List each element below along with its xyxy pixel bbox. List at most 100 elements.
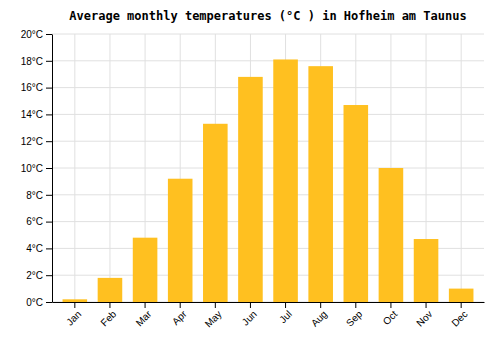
tick-mark — [109, 302, 110, 308]
tick: Jul — [277, 302, 294, 325]
tick-mark — [390, 302, 391, 308]
axis-line — [53, 302, 485, 303]
bars — [63, 59, 474, 302]
tick-label: Feb — [98, 308, 118, 328]
tick-label: 2°C — [26, 270, 43, 281]
grid-line — [74, 34, 75, 302]
tick: 12°C — [21, 136, 52, 147]
grid-line — [52, 114, 484, 115]
tick-mark — [46, 88, 52, 89]
tick: 14°C — [21, 109, 52, 120]
tick: 4°C — [26, 243, 52, 254]
tick-mark — [46, 275, 52, 276]
tick-mark — [215, 302, 216, 308]
tick: May — [203, 302, 224, 330]
tick: 2°C — [26, 270, 52, 281]
grid-line — [52, 141, 484, 142]
bar — [414, 239, 439, 302]
tick: Jun — [240, 302, 259, 328]
tick: 10°C — [21, 163, 52, 174]
tick-label: May — [203, 308, 224, 329]
grid-line — [461, 34, 462, 302]
tick: 20°C — [21, 29, 52, 40]
grid-line — [52, 168, 484, 169]
tick-mark — [461, 302, 462, 308]
tick-mark — [46, 114, 52, 115]
tick-label: Dec — [449, 308, 469, 328]
tick-label: Nov — [414, 308, 434, 328]
tick: Sep — [344, 302, 365, 329]
bar — [98, 278, 123, 302]
tick-mark — [145, 302, 146, 308]
y-axis: 0°C 2°C 4°C 6°C 8°C 10°C 12°C 14°C 16°C 18°C 20°C — [21, 29, 53, 308]
title: Average monthly temperatures (°C ) in Ho… — [69, 9, 466, 23]
tick: 18°C — [21, 56, 52, 67]
tick-label: 16°C — [21, 82, 43, 93]
tick-mark — [74, 302, 75, 308]
tick-label: 6°C — [26, 216, 43, 227]
tick-mark — [46, 141, 52, 142]
x-axis: Jan Feb Mar Apr May Jun Jul Aug Sep Oct Nov Dec — [53, 302, 485, 330]
tick-mark — [46, 302, 52, 303]
grid-line — [109, 34, 110, 302]
chart: 0°C 2°C 4°C 6°C 8°C 10°C 12°C 14°C 16°C 18°C 20°C J… — [0, 0, 500, 350]
tick-label: 20°C — [21, 29, 43, 40]
tick-label: 14°C — [21, 109, 43, 120]
grid-line — [52, 34, 484, 35]
bar — [308, 66, 333, 302]
tick-mark — [320, 302, 321, 308]
grid — [52, 34, 484, 302]
tick-label: 0°C — [26, 297, 43, 308]
tick: 6°C — [26, 216, 52, 227]
bar — [379, 168, 404, 302]
tick-label: Jun — [240, 308, 259, 327]
bar — [344, 105, 369, 302]
tick-label: Oct — [381, 308, 400, 327]
tick-mark — [46, 248, 52, 249]
tick-mark — [180, 302, 181, 308]
tick-label: 10°C — [21, 163, 43, 174]
tick-label: Mar — [134, 308, 154, 328]
bar — [238, 77, 263, 302]
tick-label: Jan — [64, 308, 83, 327]
grid-line — [52, 60, 484, 61]
tick-mark — [285, 302, 286, 308]
tick: Mar — [134, 302, 154, 328]
tick-label: 4°C — [26, 243, 43, 254]
axis-line — [52, 35, 53, 303]
tick-label: Apr — [170, 308, 189, 327]
tick: Oct — [381, 302, 400, 327]
tick-mark — [46, 195, 52, 196]
tick: Aug — [309, 302, 329, 329]
bar — [449, 289, 474, 302]
tick-label: Jul — [277, 308, 294, 325]
grid-line — [52, 194, 484, 195]
tick-label: 18°C — [21, 56, 43, 67]
tick-mark — [46, 222, 52, 223]
tick-mark — [355, 302, 356, 308]
tick: 8°C — [26, 190, 52, 201]
tick-mark — [46, 34, 52, 35]
chart-container: 0°C 2°C 4°C 6°C 8°C 10°C 12°C 14°C 16°C 18°C 20°C J… — [0, 0, 500, 350]
tick: Nov — [414, 302, 434, 329]
tick: Dec — [449, 302, 469, 329]
tick: 0°C — [26, 297, 52, 308]
grid-line — [52, 221, 484, 222]
tick-label: Sep — [344, 308, 365, 329]
tick-mark — [426, 302, 427, 308]
bar — [133, 238, 158, 302]
grid-line — [52, 87, 484, 88]
bar — [203, 124, 228, 302]
tick-label: Aug — [309, 308, 329, 328]
tick: Jan — [64, 302, 83, 328]
plot: 0°C 2°C 4°C 6°C 8°C 10°C 12°C 14°C 16°C 18°C 20°C J… — [21, 29, 485, 330]
tick-mark — [46, 61, 52, 62]
tick: Apr — [170, 302, 189, 327]
tick-label: 12°C — [21, 136, 43, 147]
tick: Feb — [98, 302, 118, 328]
tick: 16°C — [21, 82, 52, 93]
tick-mark — [250, 302, 251, 308]
bar — [273, 59, 298, 302]
tick-mark — [46, 168, 52, 169]
bar — [63, 299, 88, 302]
